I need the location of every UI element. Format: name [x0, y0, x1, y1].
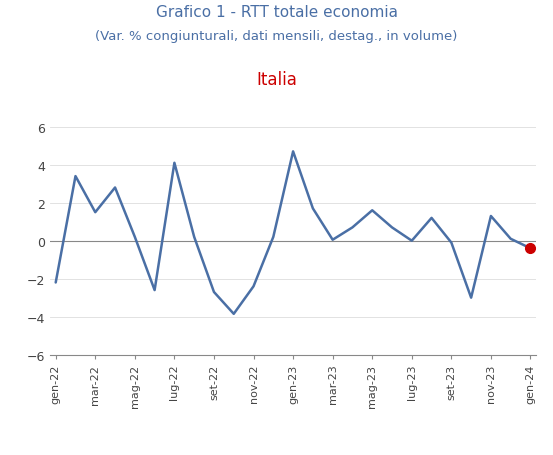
Text: (Var. % congiunturali, dati mensili, destag., in volume): (Var. % congiunturali, dati mensili, des… [95, 30, 458, 43]
Text: Grafico 1 - RTT totale economia: Grafico 1 - RTT totale economia [155, 5, 398, 20]
Text: Italia: Italia [256, 71, 297, 88]
